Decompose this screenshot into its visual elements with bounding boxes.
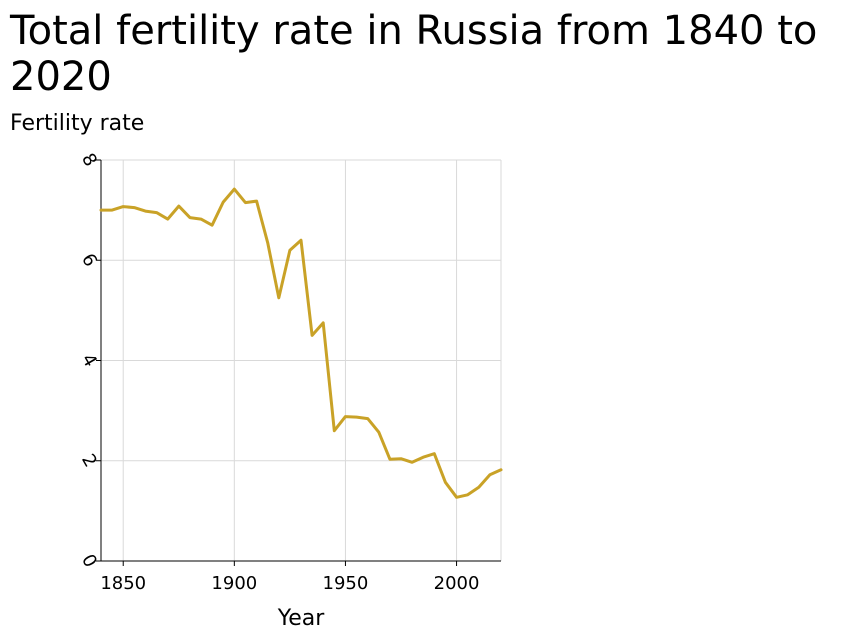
data-series xyxy=(99,187,503,499)
y-axis-title: Fertility rate xyxy=(10,111,145,136)
x-tick-label: 1950 xyxy=(323,573,369,594)
axes xyxy=(96,159,501,566)
y-tick-label: 4 xyxy=(77,350,101,370)
fertility-rate-line xyxy=(99,187,503,499)
chart-title: Total fertility rate in Russia from 1840… xyxy=(10,8,818,100)
x-axis-title: Year xyxy=(277,606,326,631)
y-tick-label: 8 xyxy=(77,150,101,170)
grid-lines xyxy=(101,159,502,561)
y-tick-label: 0 xyxy=(77,551,101,571)
x-tick-label: 1850 xyxy=(100,573,146,594)
x-tick-label: 1900 xyxy=(211,573,257,594)
tick-labels: 0 2 4 6 8 1850 1900 1950 2000 xyxy=(77,150,479,594)
y-tick-label: 2 xyxy=(77,451,101,471)
y-tick-label: 6 xyxy=(77,250,101,270)
x-tick-label: 2000 xyxy=(434,573,480,594)
